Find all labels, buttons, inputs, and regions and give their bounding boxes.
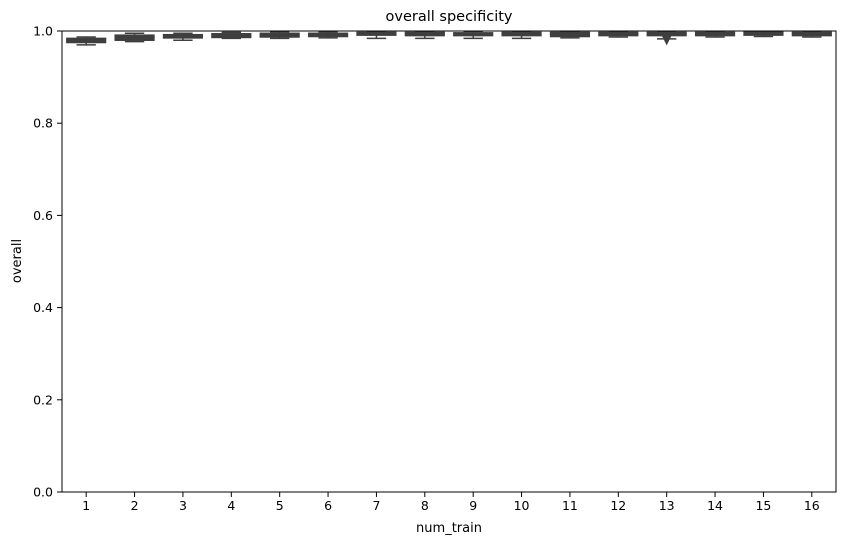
x-tick-label: 4 — [227, 498, 235, 513]
x-tick-label: 9 — [469, 498, 477, 513]
x-tick-label: 13 — [659, 498, 675, 513]
y-tick-label: 1.0 — [33, 24, 53, 39]
x-tick-label: 6 — [324, 498, 332, 513]
x-tick-label: 16 — [804, 498, 820, 513]
x-tick-label: 10 — [514, 498, 530, 513]
x-tick-label: 12 — [610, 498, 626, 513]
x-axis-label: num_train — [416, 521, 482, 536]
x-tick-label: 3 — [179, 498, 187, 513]
y-tick-label: 0.2 — [33, 392, 53, 407]
y-tick-label: 0.6 — [33, 208, 53, 223]
x-tick-label: 14 — [707, 498, 723, 513]
x-tick-label: 7 — [372, 498, 380, 513]
x-tick-label: 11 — [562, 498, 578, 513]
axes-frame — [61, 30, 837, 493]
x-tick-label: 1 — [82, 498, 90, 513]
plot-area: 0.00.20.40.60.81.01 2 3 4 5 6 7 8 9 10 11 12 13 14 15 1… — [33, 24, 837, 513]
x-tick-label: 8 — [421, 498, 429, 513]
x-tick-label: 15 — [755, 498, 771, 513]
flier-point — [661, 35, 672, 46]
chart-title: overall specificity — [386, 9, 513, 25]
x-tick-label: 5 — [276, 498, 284, 513]
y-axis-label: overall — [10, 239, 25, 283]
y-tick-label: 0.4 — [33, 300, 53, 315]
y-tick-label: 0.8 — [33, 116, 53, 131]
x-tick-label: 2 — [131, 498, 139, 513]
y-tick-label: 0.0 — [33, 485, 53, 500]
